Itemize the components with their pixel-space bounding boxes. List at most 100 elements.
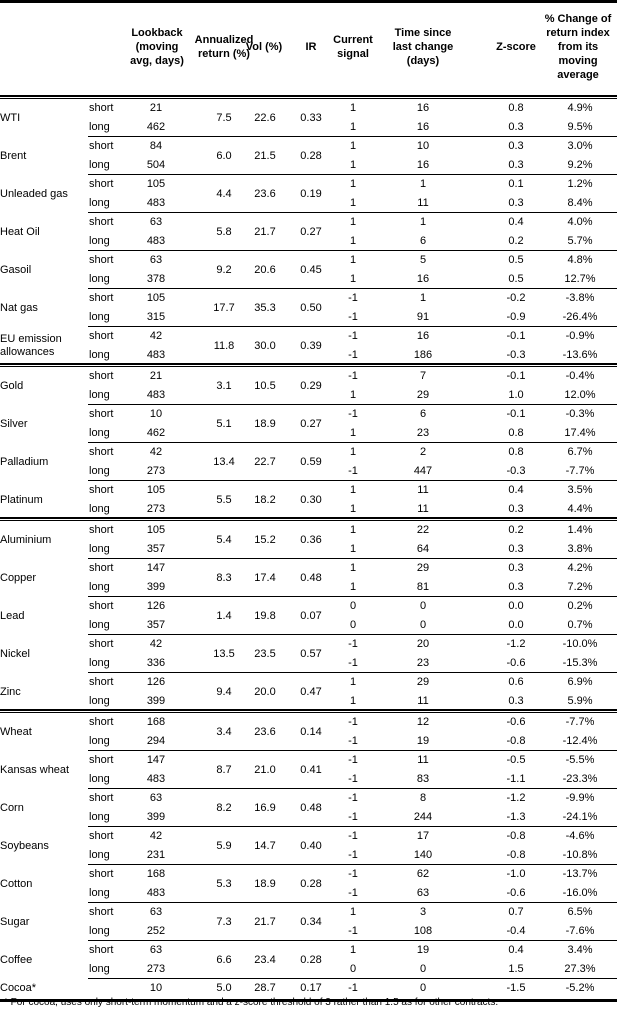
pct-change: 0.2%	[567, 600, 593, 612]
lookback-days: 504	[146, 159, 166, 171]
time-since-change: 29	[416, 676, 430, 688]
z-score: -0.9	[506, 311, 526, 323]
ir: 0.28	[300, 149, 322, 162]
z-score: -0.1	[506, 370, 526, 382]
lookback-days: 126	[146, 676, 166, 688]
ir: 0.41	[300, 763, 322, 776]
current-signal: 1	[349, 235, 357, 247]
vol: 35.3	[254, 301, 276, 314]
horizon-label: long	[89, 465, 110, 477]
horizon-label: short	[89, 216, 114, 228]
horizon-label: short	[89, 178, 114, 190]
z-score: 0.7	[508, 906, 524, 918]
z-score: 0.6	[508, 676, 524, 688]
lookback-days: 21	[149, 102, 163, 114]
pct-change: 5.9%	[567, 695, 593, 707]
row-divider	[88, 750, 617, 751]
commodity-name: Aluminium	[0, 533, 52, 546]
current-signal: -1	[348, 292, 358, 304]
vol: 22.6	[254, 111, 276, 124]
annualized-return: 5.9	[216, 839, 232, 852]
pct-change: 6.7%	[567, 446, 593, 458]
pct-change: -7.7%	[565, 716, 595, 728]
time-since-change: 10	[416, 140, 430, 152]
current-signal: -1	[348, 330, 358, 342]
z-score: -1.3	[506, 811, 526, 823]
bottom-rule	[0, 999, 617, 1002]
current-signal: 1	[349, 254, 357, 266]
pct-change: 1.4%	[567, 524, 593, 536]
time-since-change: 11	[417, 503, 429, 515]
z-score: 1.5	[508, 963, 524, 975]
commodity-name: Gold	[0, 379, 24, 392]
time-since-change: 83	[416, 773, 430, 785]
horizon-label: short	[89, 254, 114, 266]
pct-change: -15.3%	[562, 657, 598, 669]
ir: 0.27	[300, 417, 322, 430]
horizon-label: long	[89, 849, 110, 861]
horizon-label: long	[89, 273, 110, 285]
vol: 22.7	[254, 455, 276, 468]
z-score: 0.2	[508, 524, 524, 536]
time-since-change: 186	[413, 349, 433, 361]
ir: 0.48	[300, 801, 322, 814]
row-divider	[88, 558, 617, 559]
header-ir: IR	[305, 41, 317, 53]
current-signal: -1	[348, 830, 358, 842]
horizon-label: short	[89, 868, 114, 880]
row-divider	[88, 326, 617, 327]
horizon-label: short	[89, 408, 114, 420]
z-score: 0.4	[508, 944, 524, 956]
horizon-label: short	[89, 638, 114, 650]
ir: 0.40	[300, 839, 322, 852]
z-score: 0.3	[508, 121, 524, 133]
ir: 0.36	[300, 533, 322, 546]
annualized-return: 5.3	[216, 877, 232, 890]
commodity-name: Kansas wheat	[0, 763, 70, 776]
vol: 19.8	[254, 609, 276, 622]
lookback-days: 483	[146, 389, 166, 401]
horizon-label: long	[89, 311, 110, 323]
ir: 0.07	[300, 609, 322, 622]
time-since-change: 19	[416, 735, 430, 747]
horizon-label: long	[89, 581, 110, 593]
time-since-change: 447	[413, 465, 433, 477]
commodity-name: Wheat	[0, 725, 32, 738]
lookback-days: 483	[146, 235, 166, 247]
pct-change: -5.2%	[565, 982, 595, 994]
vol: 23.6	[254, 187, 276, 200]
ir: 0.29	[300, 379, 322, 392]
current-signal: -1	[348, 792, 358, 804]
header-z-score: Z-score	[496, 41, 536, 53]
pct-change: -3.8%	[565, 292, 595, 304]
lookback-days: 294	[146, 735, 166, 747]
time-since-change: 1	[419, 178, 427, 190]
lookback-days: 399	[146, 811, 166, 823]
ir: 0.59	[300, 455, 322, 468]
time-since-change: 19	[416, 944, 430, 956]
horizon-label: long	[89, 773, 110, 785]
horizon-label: short	[89, 830, 114, 842]
annualized-return: 8.7	[216, 763, 232, 776]
lookback-days: 105	[146, 484, 166, 496]
horizon-label: long	[89, 811, 110, 823]
row-divider	[88, 136, 617, 137]
commodity-name: Unleaded gas	[0, 187, 68, 200]
current-signal: 1	[349, 503, 357, 515]
z-score: -0.1	[506, 330, 526, 342]
z-score: -1.5	[506, 982, 526, 994]
z-score: -0.8	[506, 830, 526, 842]
current-signal: 1	[349, 906, 357, 918]
lookback-days: 42	[149, 638, 163, 650]
current-signal: -1	[348, 311, 358, 323]
annualized-return: 8.2	[216, 801, 232, 814]
lookback-days: 483	[146, 887, 166, 899]
lookback-days: 63	[149, 906, 163, 918]
commodity-name: Soybeans	[0, 839, 49, 852]
pct-change: -23.3%	[562, 773, 598, 785]
z-score: 0.8	[508, 102, 524, 114]
annualized-return: 5.1	[216, 417, 232, 430]
pct-change: 5.7%	[567, 235, 593, 247]
annualized-return: 5.0	[216, 982, 232, 994]
pct-change: -5.5%	[565, 754, 595, 766]
